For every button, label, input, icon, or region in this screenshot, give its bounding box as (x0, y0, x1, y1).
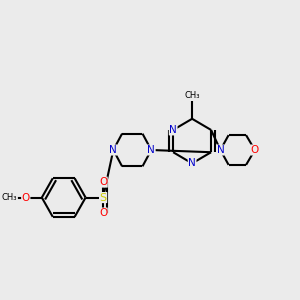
Text: O: O (251, 145, 259, 155)
Text: CH₃: CH₃ (184, 91, 200, 100)
Text: O: O (99, 177, 107, 187)
Text: CH₃: CH₃ (2, 193, 17, 202)
Text: N: N (110, 145, 117, 155)
Text: N: N (169, 125, 177, 135)
Text: N: N (147, 145, 155, 155)
Text: O: O (99, 208, 107, 218)
Text: O: O (22, 193, 30, 202)
Text: N: N (217, 145, 224, 155)
Text: S: S (100, 193, 107, 202)
Text: N: N (188, 158, 196, 168)
